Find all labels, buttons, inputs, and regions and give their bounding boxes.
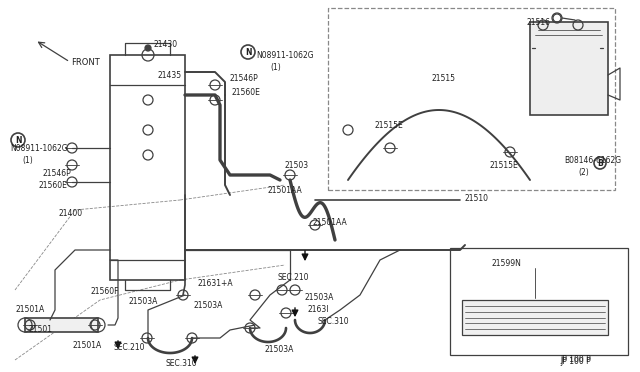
Text: 21546P: 21546P bbox=[230, 74, 259, 83]
Text: 2163l: 2163l bbox=[308, 305, 330, 314]
Text: FRONT: FRONT bbox=[71, 58, 100, 67]
Text: 21400: 21400 bbox=[58, 208, 82, 218]
Text: 21503: 21503 bbox=[285, 160, 309, 170]
Text: 21430: 21430 bbox=[153, 39, 177, 48]
Text: 21501A: 21501A bbox=[72, 340, 101, 350]
Bar bbox=[25, 318, 98, 332]
Text: 21631+A: 21631+A bbox=[197, 279, 232, 288]
Text: 21510: 21510 bbox=[465, 193, 489, 202]
Text: SEC.310: SEC.310 bbox=[165, 359, 196, 368]
Bar bbox=[450, 248, 628, 355]
Text: N: N bbox=[244, 48, 252, 57]
Text: (2): (2) bbox=[578, 167, 589, 176]
Text: 21503A: 21503A bbox=[265, 346, 294, 355]
Text: (1): (1) bbox=[270, 62, 281, 71]
Text: 21501AA: 21501AA bbox=[313, 218, 348, 227]
Text: JP 100 P: JP 100 P bbox=[560, 357, 591, 366]
Bar bbox=[462, 300, 608, 335]
Text: 21503A: 21503A bbox=[305, 294, 334, 302]
Text: B: B bbox=[597, 158, 603, 167]
Text: 21560E: 21560E bbox=[38, 180, 67, 189]
Bar bbox=[110, 55, 185, 280]
Text: 21503A: 21503A bbox=[193, 301, 222, 311]
Text: SEC.210: SEC.210 bbox=[278, 273, 310, 282]
Text: SEC.210: SEC.210 bbox=[113, 343, 145, 353]
Bar bbox=[328, 8, 615, 190]
Text: 21560F: 21560F bbox=[90, 288, 118, 296]
Text: 21503A: 21503A bbox=[128, 298, 157, 307]
Text: 21515E: 21515E bbox=[490, 160, 519, 170]
Bar bbox=[530, 22, 608, 115]
Text: 21501A: 21501A bbox=[15, 305, 44, 314]
Text: 21515: 21515 bbox=[432, 74, 456, 83]
Text: N: N bbox=[15, 135, 21, 144]
Text: N08911-1062G: N08911-1062G bbox=[256, 51, 314, 60]
Circle shape bbox=[145, 45, 151, 51]
Text: 21435: 21435 bbox=[158, 71, 182, 80]
Text: 21501AA: 21501AA bbox=[268, 186, 303, 195]
Text: 21546P: 21546P bbox=[42, 169, 71, 177]
Text: 21516: 21516 bbox=[527, 17, 551, 26]
Text: SEC.310: SEC.310 bbox=[318, 317, 349, 327]
Text: N08911-1062G: N08911-1062G bbox=[10, 144, 68, 153]
Text: (1): (1) bbox=[22, 155, 33, 164]
Text: 21501: 21501 bbox=[28, 326, 52, 334]
Text: B08146-6162G: B08146-6162G bbox=[564, 155, 621, 164]
Text: 21560E: 21560E bbox=[232, 87, 261, 96]
Text: 21599N: 21599N bbox=[492, 260, 522, 269]
Text: JP 100 P: JP 100 P bbox=[560, 356, 591, 365]
Text: 21515E: 21515E bbox=[375, 121, 404, 129]
